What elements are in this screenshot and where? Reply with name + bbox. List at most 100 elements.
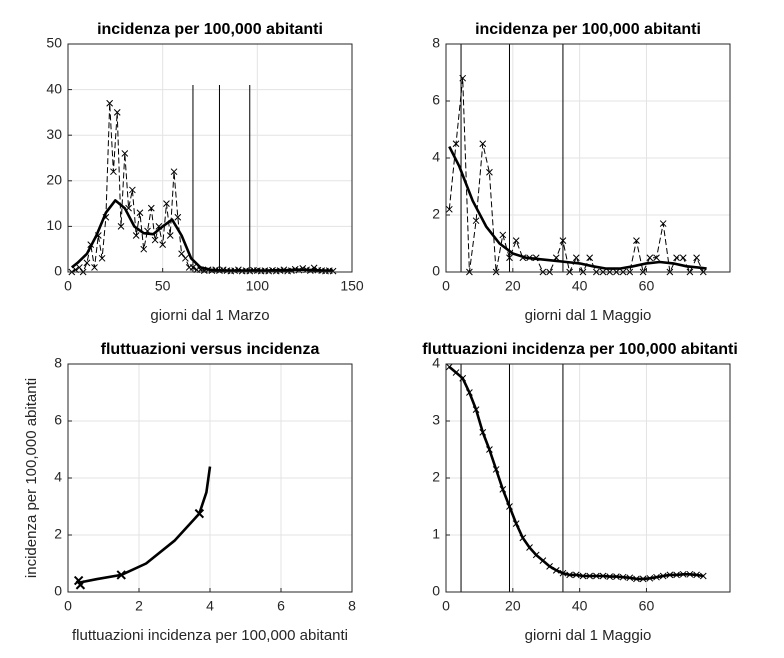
- marker: [566, 571, 573, 579]
- marker: [166, 232, 174, 239]
- marker: [512, 237, 520, 245]
- marker: [673, 571, 680, 579]
- marker: [98, 254, 106, 262]
- marker: [479, 429, 487, 436]
- x-axis-label: giorni dal 1 Marzo: [150, 307, 269, 324]
- marker: [532, 551, 540, 559]
- marker: [117, 223, 125, 230]
- chart-title: incidenza per 100,000 abitanti: [475, 21, 701, 38]
- marker: [552, 566, 560, 574]
- marker: [519, 534, 527, 542]
- y-tick-label: 4: [432, 355, 440, 371]
- y-tick-label: 50: [46, 35, 62, 51]
- marker: [486, 446, 493, 453]
- x-tick-label: 40: [572, 598, 588, 614]
- marker: [159, 241, 167, 248]
- marker: [459, 74, 467, 82]
- marker: [182, 254, 189, 262]
- x-axis-label: fluttuazioni incidenza per 100,000 abita…: [72, 627, 348, 644]
- marker: [526, 544, 533, 551]
- marker: [633, 237, 640, 245]
- marker: [539, 557, 547, 565]
- marker: [559, 237, 567, 245]
- y-tick-label: 2: [432, 206, 440, 222]
- y-tick-label: 6: [432, 92, 440, 108]
- y-tick-label: 4: [54, 469, 62, 485]
- marker: [132, 232, 140, 239]
- marker: [506, 503, 513, 510]
- marker: [666, 571, 674, 579]
- marker: [129, 186, 136, 194]
- marker: [572, 254, 580, 262]
- marker: [499, 486, 507, 493]
- marker: [546, 562, 553, 570]
- x-tick-label: 60: [639, 598, 655, 614]
- marker: [163, 200, 170, 207]
- y-tick-label: 6: [54, 412, 62, 428]
- series-line: [70, 199, 334, 272]
- y-tick-label: 30: [46, 126, 62, 142]
- marker: [686, 570, 694, 578]
- chart-title: fluttuazioni versus incidenza: [101, 341, 320, 358]
- marker: [653, 254, 660, 262]
- marker: [586, 254, 594, 262]
- axes-frame: [445, 43, 731, 273]
- marker: [606, 573, 614, 580]
- y-tick-label: 8: [54, 355, 62, 371]
- marker: [499, 231, 507, 239]
- x-tick-label: 20: [505, 278, 521, 294]
- axes-frame: [67, 43, 353, 273]
- y-tick-label: 4: [432, 149, 440, 165]
- marker: [592, 572, 600, 580]
- x-tick-label: 20: [505, 598, 521, 614]
- y-tick-label: 20: [46, 172, 62, 188]
- x-tick-label: 4: [206, 598, 214, 614]
- marker: [445, 205, 453, 213]
- y-tick-label: 0: [54, 583, 62, 599]
- marker: [459, 374, 467, 382]
- y-tick-label: 2: [432, 469, 440, 485]
- marker: [466, 389, 473, 396]
- series-line: [448, 146, 707, 270]
- marker: [174, 213, 182, 221]
- marker: [486, 168, 493, 176]
- marker: [91, 264, 98, 271]
- marker: [572, 571, 580, 579]
- series-line: [448, 77, 704, 273]
- marker: [619, 573, 627, 581]
- x-axis-label: giorni dal 1 Maggio: [525, 307, 652, 324]
- y-tick-label: 0: [432, 583, 440, 599]
- marker: [76, 264, 83, 271]
- marker: [170, 168, 178, 176]
- marker: [653, 573, 660, 581]
- y-tick-label: 1: [432, 526, 440, 542]
- axes-frame: [445, 363, 731, 593]
- marker: [194, 508, 205, 519]
- x-tick-label: 0: [442, 598, 450, 614]
- x-tick-label: 6: [277, 598, 285, 614]
- marker: [626, 574, 634, 582]
- x-tick-label: 60: [639, 278, 655, 294]
- marker: [693, 254, 700, 262]
- x-tick-label: 2: [135, 598, 143, 614]
- marker: [110, 168, 117, 176]
- marker: [116, 570, 126, 580]
- marker: [679, 254, 687, 262]
- marker: [452, 369, 460, 376]
- y-tick-label: 40: [46, 80, 62, 96]
- marker: [659, 572, 667, 580]
- axes-frame: [67, 363, 353, 593]
- series-line: [78, 466, 212, 585]
- y-tick-label: 8: [432, 35, 440, 51]
- chart-title: incidenza per 100,000 abitanti: [97, 21, 323, 38]
- y-tick-label: 2: [54, 526, 62, 542]
- x-tick-label: 100: [246, 278, 270, 294]
- marker: [506, 254, 513, 262]
- marker: [136, 209, 144, 217]
- y-tick-label: 3: [432, 412, 440, 428]
- x-tick-label: 150: [340, 278, 364, 294]
- marker: [189, 264, 197, 271]
- x-tick-label: 50: [155, 278, 171, 294]
- marker: [586, 572, 594, 580]
- x-tick-label: 8: [348, 598, 356, 614]
